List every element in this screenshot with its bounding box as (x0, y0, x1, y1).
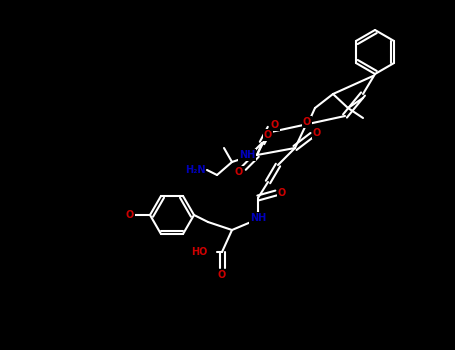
Text: O: O (235, 167, 243, 177)
Text: O: O (303, 117, 311, 127)
Text: O: O (126, 210, 134, 220)
Text: NH: NH (239, 150, 255, 160)
Text: HO: HO (192, 247, 208, 257)
Text: O: O (313, 128, 321, 138)
Text: NH: NH (250, 213, 266, 223)
Text: O: O (218, 270, 226, 280)
Text: O: O (264, 130, 272, 140)
Text: H₂N: H₂N (185, 165, 205, 175)
Text: O: O (271, 120, 279, 130)
Text: O: O (278, 188, 286, 198)
